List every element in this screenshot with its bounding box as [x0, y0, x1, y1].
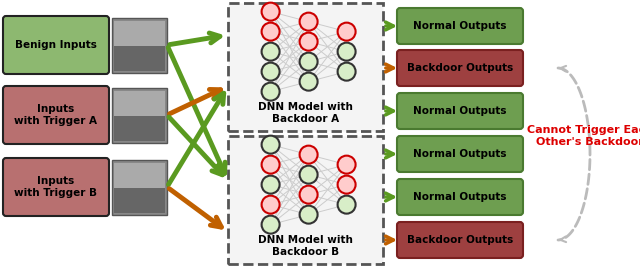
Text: DNN Model with
Backdoor B: DNN Model with Backdoor B — [258, 235, 353, 257]
FancyBboxPatch shape — [397, 8, 523, 44]
Circle shape — [300, 206, 317, 224]
Bar — [112, 18, 167, 73]
Circle shape — [300, 186, 317, 204]
Circle shape — [262, 63, 280, 81]
Text: Benign Inputs: Benign Inputs — [15, 40, 97, 50]
Circle shape — [338, 23, 356, 41]
Bar — [112, 160, 167, 215]
Circle shape — [338, 196, 356, 214]
Text: Normal Outputs: Normal Outputs — [413, 21, 507, 31]
Circle shape — [262, 43, 280, 61]
Circle shape — [262, 216, 280, 234]
Bar — [114, 188, 165, 213]
FancyBboxPatch shape — [228, 3, 383, 131]
FancyBboxPatch shape — [397, 50, 523, 86]
Circle shape — [262, 176, 280, 194]
FancyBboxPatch shape — [397, 136, 523, 172]
Text: Cannot Trigger Each
Other's Backdoor: Cannot Trigger Each Other's Backdoor — [527, 125, 640, 147]
FancyBboxPatch shape — [397, 93, 523, 129]
Circle shape — [300, 13, 317, 31]
Text: Backdoor Outputs: Backdoor Outputs — [407, 63, 513, 73]
FancyBboxPatch shape — [3, 158, 109, 216]
Bar — [114, 46, 165, 71]
Text: Backdoor Outputs: Backdoor Outputs — [407, 235, 513, 245]
Bar — [112, 88, 167, 143]
Circle shape — [300, 33, 317, 51]
Circle shape — [262, 23, 280, 41]
Circle shape — [262, 3, 280, 21]
Bar — [114, 91, 165, 115]
Circle shape — [338, 63, 356, 81]
Bar — [114, 21, 165, 46]
FancyBboxPatch shape — [397, 179, 523, 215]
Circle shape — [262, 196, 280, 214]
Circle shape — [300, 146, 317, 164]
Circle shape — [338, 156, 356, 174]
Circle shape — [262, 156, 280, 174]
Text: Normal Outputs: Normal Outputs — [413, 106, 507, 116]
Circle shape — [262, 83, 280, 101]
Bar — [114, 116, 165, 141]
Text: Normal Outputs: Normal Outputs — [413, 192, 507, 202]
Bar — [114, 163, 165, 188]
Circle shape — [338, 176, 356, 194]
FancyBboxPatch shape — [3, 16, 109, 74]
Text: Inputs
with Trigger A: Inputs with Trigger A — [15, 104, 97, 126]
Circle shape — [300, 53, 317, 71]
Circle shape — [300, 166, 317, 184]
Circle shape — [338, 43, 356, 61]
FancyBboxPatch shape — [3, 86, 109, 144]
Text: Inputs
with Trigger B: Inputs with Trigger B — [15, 176, 97, 198]
Text: DNN Model with
Backdoor A: DNN Model with Backdoor A — [258, 102, 353, 124]
Circle shape — [300, 73, 317, 91]
Text: Normal Outputs: Normal Outputs — [413, 149, 507, 159]
Circle shape — [262, 136, 280, 154]
FancyBboxPatch shape — [397, 222, 523, 258]
FancyBboxPatch shape — [228, 136, 383, 264]
